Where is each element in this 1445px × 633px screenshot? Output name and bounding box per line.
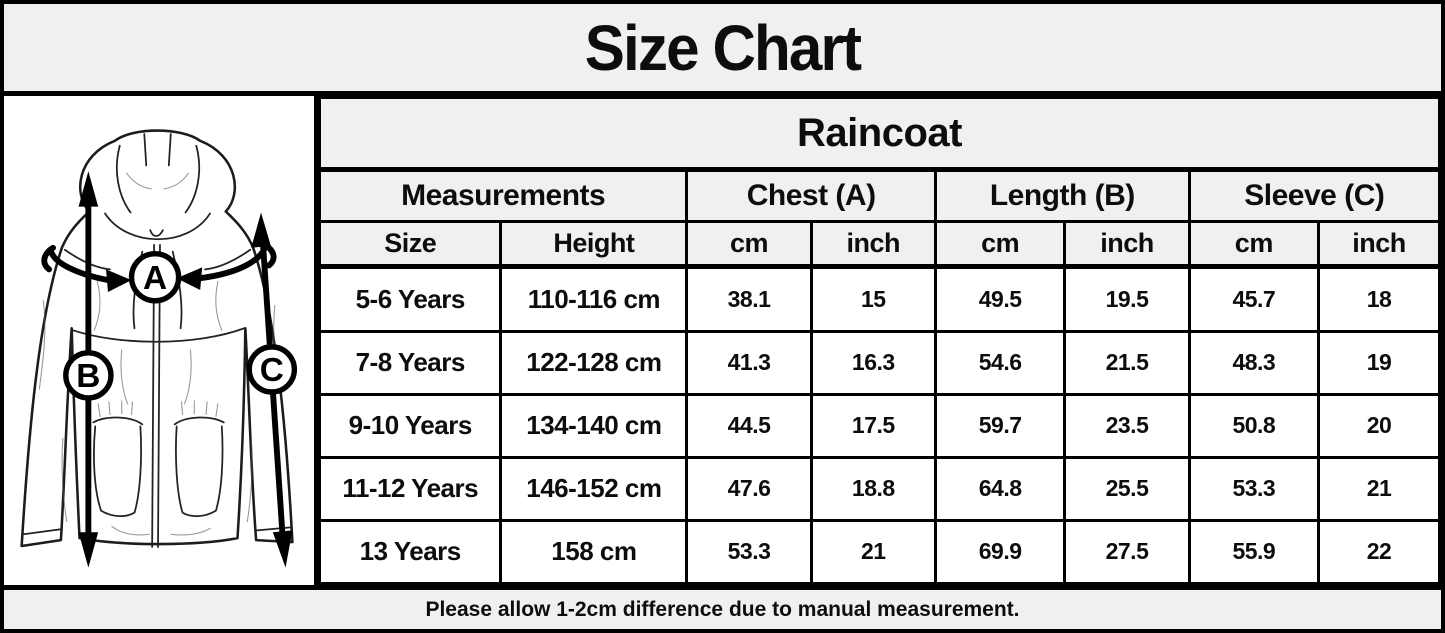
size-table: Raincoat Measurements Chest (A) Length (…: [317, 96, 1441, 586]
col-size: Size: [317, 220, 503, 269]
table-cell: 38.1: [685, 265, 813, 333]
table-cell: 17.5: [809, 392, 937, 459]
table-cell: 18.8: [809, 455, 937, 522]
group-chest: Chest (A): [685, 168, 937, 223]
table-cell: 59.7: [933, 392, 1067, 459]
measurement-markers: A B C: [63, 250, 298, 401]
table-cell: 49.5: [933, 265, 1067, 333]
table-cell: 64.8: [933, 455, 1067, 522]
table-row: 7-8 Years 122-128 cm 41.3 16.3 54.6 21.5…: [317, 329, 1441, 396]
marker-a-label: A: [143, 260, 167, 297]
table-row: 11-12 Years 146-152 cm 47.6 18.8 64.8 25…: [317, 455, 1441, 522]
table-cell: 55.9: [1187, 518, 1321, 586]
col-chest-inch: inch: [809, 220, 937, 269]
table-cell: 146-152 cm: [499, 455, 689, 522]
col-sleeve-inch: inch: [1317, 220, 1441, 269]
product-title: Raincoat: [318, 96, 1441, 172]
group-header-row: Measurements Chest (A) Length (B) Sleeve…: [317, 168, 1441, 223]
table-area: Raincoat Measurements Chest (A) Length (…: [317, 96, 1441, 586]
table-cell: 122-128 cm: [499, 329, 689, 396]
table-cell: 16.3: [809, 329, 937, 396]
raincoat-illustration: A B C: [20, 129, 298, 568]
page-title: Size Chart: [584, 11, 862, 84]
table-cell: 21: [1317, 455, 1441, 522]
table-cell: 45.7: [1187, 265, 1321, 333]
group-length: Length (B): [933, 168, 1191, 223]
table-cell: 22: [1317, 518, 1441, 586]
group-sleeve: Sleeve (C): [1187, 168, 1441, 223]
group-measurements: Measurements: [317, 168, 689, 223]
table-cell: 23.5: [1063, 392, 1191, 459]
table-cell: 41.3: [685, 329, 813, 396]
table-cell: 5-6 Years: [317, 265, 503, 333]
product-header-row: Raincoat: [318, 96, 1441, 172]
table-row: 9-10 Years 134-140 cm 44.5 17.5 59.7 23.…: [317, 392, 1441, 459]
table-cell: 7-8 Years: [317, 329, 503, 396]
column-header-row: Size Height cm inch cm inch cm inch: [317, 220, 1441, 269]
illustration-panel: A B C: [4, 96, 318, 585]
table-cell: 44.5: [685, 392, 813, 459]
col-length-cm: cm: [933, 220, 1067, 269]
jacket-texture: [38, 172, 281, 536]
col-chest-cm: cm: [685, 220, 813, 269]
title-band: Size Chart: [4, 4, 1441, 96]
table-row: 5-6 Years 110-116 cm 38.1 15 49.5 19.5 4…: [317, 265, 1441, 333]
footer-note: Please allow 1-2cm difference due to man…: [425, 597, 1020, 621]
col-sleeve-cm: cm: [1187, 220, 1321, 269]
marker-b-label: B: [76, 358, 100, 395]
table-cell: 53.3: [685, 518, 813, 586]
table-cell: 13 Years: [317, 518, 503, 586]
marker-c-label: C: [260, 352, 284, 389]
table-cell: 134-140 cm: [499, 392, 689, 459]
marker-a-circle: [128, 250, 182, 304]
table-cell: 48.3: [1187, 329, 1321, 396]
table-row: 13 Years 158 cm 53.3 21 69.9 27.5 55.9 2…: [317, 518, 1441, 586]
table-cell: 15: [809, 265, 937, 333]
table-cell: 11-12 Years: [317, 455, 503, 522]
table-cell: 21: [809, 518, 937, 586]
content-area: A B C Raincoat: [4, 96, 1441, 586]
table-cell: 19.5: [1063, 265, 1191, 333]
table-cell: 25.5: [1063, 455, 1191, 522]
table-cell: 158 cm: [499, 518, 689, 586]
table-cell: 18: [1317, 265, 1441, 333]
table-cell: 110-116 cm: [499, 265, 689, 333]
col-length-inch: inch: [1063, 220, 1191, 269]
col-height: Height: [499, 220, 689, 269]
table-cell: 19: [1317, 329, 1441, 396]
table-cell: 47.6: [685, 455, 813, 522]
table-cell: 21.5: [1063, 329, 1191, 396]
marker-c-circle: [246, 344, 298, 395]
table-cell: 20: [1317, 392, 1441, 459]
table-cell: 27.5: [1063, 518, 1191, 586]
table-cell: 69.9: [933, 518, 1067, 586]
table-cell: 53.3: [1187, 455, 1321, 522]
table-cell: 54.6: [933, 329, 1067, 396]
footer-band: Please allow 1-2cm difference due to man…: [4, 585, 1441, 629]
table-cell: 9-10 Years: [317, 392, 503, 459]
marker-b-circle: [63, 350, 114, 401]
table-cell: 50.8: [1187, 392, 1321, 459]
